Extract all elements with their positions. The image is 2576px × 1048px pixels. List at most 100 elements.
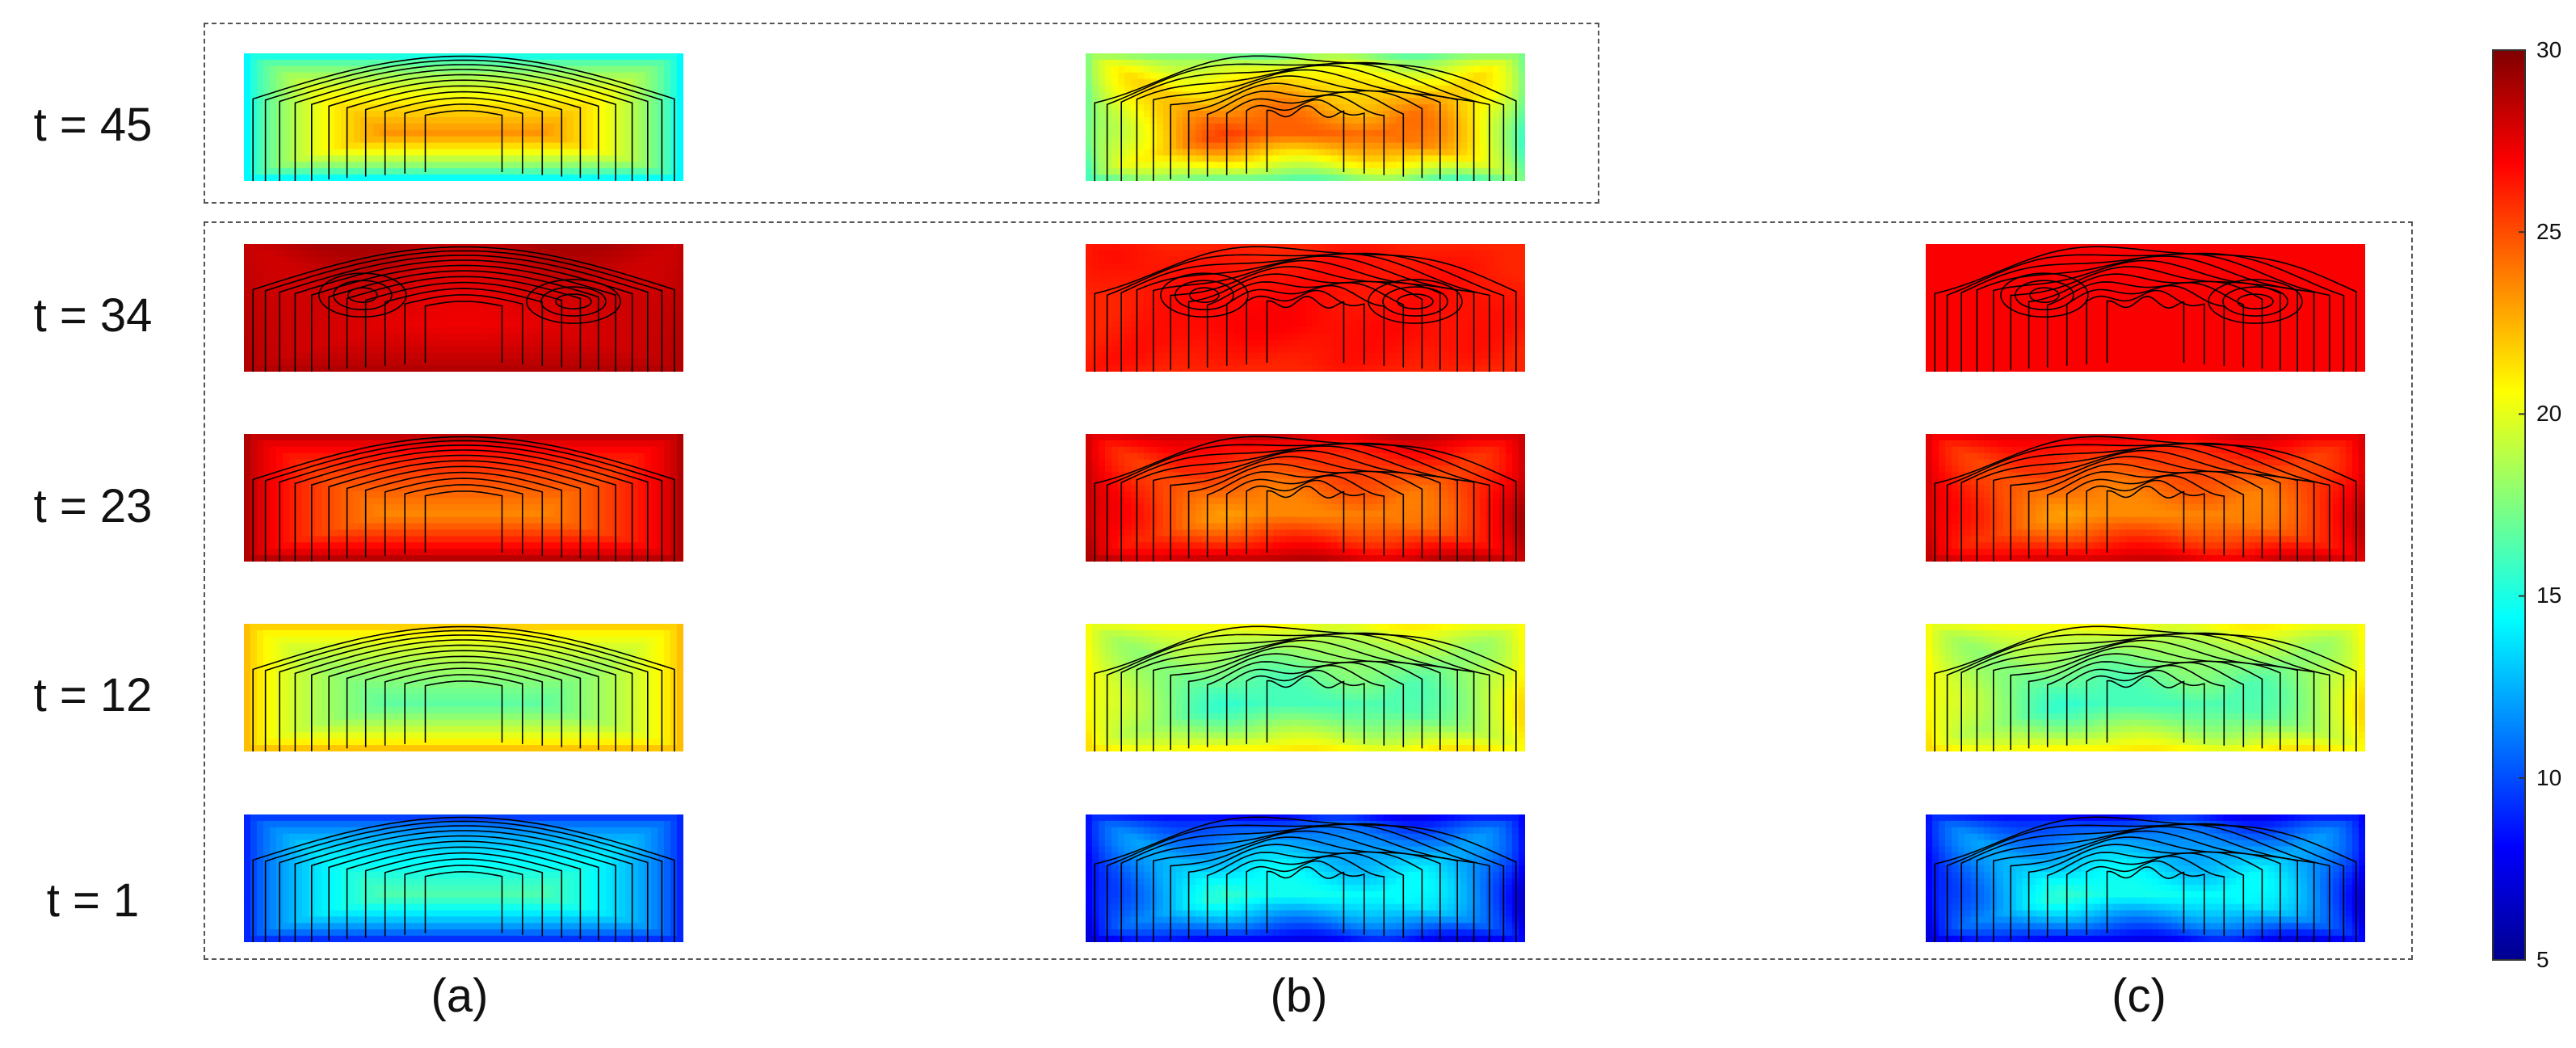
heatmap-field xyxy=(1926,814,2365,942)
contour-line xyxy=(1225,855,1385,936)
contour-line xyxy=(384,858,544,936)
contour-line xyxy=(1946,442,2345,562)
contour-line xyxy=(1189,287,1220,304)
col-label-b: (b) xyxy=(1270,970,1328,1022)
heatmap-panel xyxy=(1926,434,2365,562)
contour-line xyxy=(404,674,523,744)
contour-line xyxy=(1094,246,1517,372)
heatmap-field xyxy=(1086,434,1525,562)
contour-line xyxy=(252,436,675,562)
contour-line xyxy=(346,655,582,749)
contour-line xyxy=(2086,479,2205,554)
contour-line xyxy=(404,865,523,935)
contour-line xyxy=(252,246,675,372)
row-label-t1: t = 1 xyxy=(46,874,140,927)
heatmap-panel xyxy=(244,624,683,751)
contour-line xyxy=(2237,293,2274,309)
contour-line xyxy=(2028,844,2263,940)
contour-line xyxy=(1206,661,1405,747)
contour-lines xyxy=(1094,55,1517,181)
contour-line xyxy=(1187,653,1423,749)
contour-line xyxy=(1934,816,2357,942)
heatmap-field xyxy=(244,624,683,751)
contour-line xyxy=(294,69,633,181)
contour-line xyxy=(1266,105,1345,172)
heatmap-field xyxy=(244,244,683,372)
contour-line xyxy=(1266,866,1345,933)
contour-lines xyxy=(1094,436,1517,562)
heatmap-panel xyxy=(244,244,683,372)
contour-line xyxy=(311,644,616,751)
col-label-c: (c) xyxy=(2112,970,2166,1022)
group-box-t34-to-t1 xyxy=(204,221,2413,960)
contour-line xyxy=(279,825,649,942)
colorbar-ticks xyxy=(2519,49,2525,961)
contour-line xyxy=(1225,664,1385,746)
heatmap-field xyxy=(1086,814,1525,942)
contour-line xyxy=(264,440,663,562)
contour-line xyxy=(2222,286,2288,317)
contour-line xyxy=(1094,816,1517,942)
heatmap-panel xyxy=(1086,624,1525,751)
contour-line xyxy=(1170,836,1441,941)
contour-line xyxy=(2065,474,2225,556)
contour-line xyxy=(1206,281,1405,368)
colorbar xyxy=(2492,49,2526,961)
contour-line xyxy=(2046,281,2245,368)
contour-line xyxy=(384,288,544,366)
contour-line xyxy=(2086,669,2205,744)
contour-line xyxy=(294,830,633,942)
colorbar-tick-label: 25 xyxy=(2536,219,2562,244)
contour-line xyxy=(526,279,621,324)
contour-line xyxy=(1225,284,1385,366)
contour-line xyxy=(1206,852,1405,938)
contour-line xyxy=(1094,55,1517,181)
heatmap-panel xyxy=(1086,434,1525,562)
contour-line xyxy=(1266,676,1345,743)
contour-line xyxy=(1136,255,1475,372)
contour-line xyxy=(346,276,582,369)
contour-line xyxy=(1934,436,2357,562)
contour-line xyxy=(424,110,503,172)
contour-line xyxy=(2086,289,2205,364)
contour-lines xyxy=(1934,816,2357,942)
contour-line xyxy=(2065,284,2225,366)
contour-line xyxy=(1094,625,1517,751)
contour-line xyxy=(1946,823,2345,942)
contour-line xyxy=(1175,280,1234,311)
contour-line xyxy=(1094,436,1517,562)
contour-line xyxy=(424,301,503,363)
contour-line xyxy=(1206,90,1405,177)
contour-line xyxy=(1946,632,2345,751)
contour-line xyxy=(1225,94,1385,175)
contour-line xyxy=(264,629,663,751)
contour-line xyxy=(2010,646,2281,750)
contour-lines xyxy=(1094,246,1517,372)
contour-line xyxy=(424,680,503,743)
contour-line xyxy=(2046,661,2245,747)
contour-line xyxy=(384,97,544,175)
contour-line xyxy=(2106,486,2185,553)
contour-line xyxy=(1106,442,1505,562)
colorbar-tick-label: 15 xyxy=(2536,583,2562,608)
contour-line xyxy=(328,270,599,370)
contour-line xyxy=(1106,823,1505,942)
contour-line xyxy=(2106,676,2185,743)
contour-line xyxy=(404,103,523,174)
contour-line xyxy=(1382,286,1448,317)
contour-line xyxy=(1976,635,2315,751)
contour-line xyxy=(1246,99,1365,174)
contour-line xyxy=(384,478,544,556)
contour-line xyxy=(333,280,393,311)
contour-line xyxy=(346,846,582,940)
contour-lines xyxy=(252,436,675,562)
contour-line xyxy=(1106,252,1505,372)
contour-line xyxy=(1206,471,1405,558)
heatmap-panel xyxy=(1086,244,1525,372)
contour-line xyxy=(252,55,675,181)
contour-line xyxy=(2086,860,2205,935)
contour-line xyxy=(1934,625,2357,751)
colorbar-tick-label: 20 xyxy=(2536,401,2562,426)
contour-line xyxy=(1170,266,1441,370)
heatmap-panel xyxy=(1086,814,1525,942)
